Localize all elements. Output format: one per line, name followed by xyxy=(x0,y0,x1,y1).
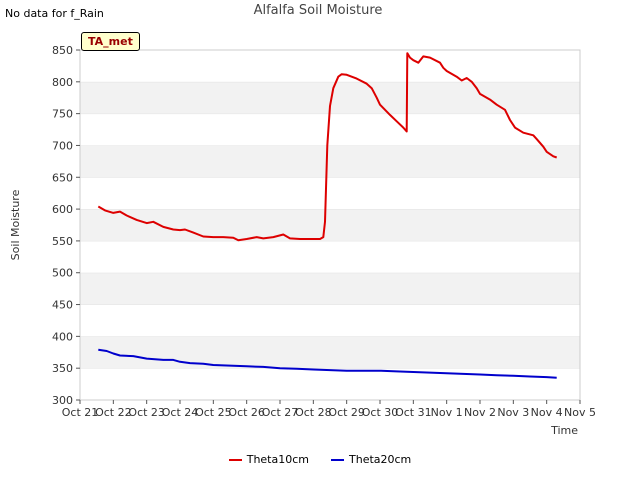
x-tick-label: Oct 30 xyxy=(362,406,399,419)
x-tick-label: Oct 31 xyxy=(395,406,432,419)
x-tick-label: Oct 26 xyxy=(228,406,265,419)
grid-band xyxy=(80,177,580,210)
y-axis-label: Soil Moisture xyxy=(9,189,22,260)
chart-title: Alfalfa Soil Moisture xyxy=(253,3,383,18)
y-tick-label: 450 xyxy=(52,299,73,312)
series-lines xyxy=(97,52,558,379)
y-tick-label: 850 xyxy=(52,44,73,57)
grid-band xyxy=(80,272,580,305)
y-tick-label: 650 xyxy=(52,171,73,184)
y-tick-label: 300 xyxy=(52,394,73,407)
x-axis-label: Time xyxy=(550,424,578,437)
legend-swatch-theta10cm xyxy=(228,458,242,461)
x-tick-label: Oct 25 xyxy=(195,406,232,419)
x-tick-label: Nov 2 xyxy=(464,406,496,419)
x-tick-label: Oct 22 xyxy=(95,406,132,419)
x-tick-label: Nov 1 xyxy=(431,406,463,419)
legend-swatch-theta20cm xyxy=(331,458,344,461)
series-line-theta20cm xyxy=(98,348,557,379)
grid-band xyxy=(80,336,580,369)
series-line-theta10cm xyxy=(97,52,558,242)
plot-area-frame xyxy=(79,49,581,401)
legend-label-theta20cm: Theta20cm xyxy=(349,453,412,466)
x-tick-label: Nov 4 xyxy=(531,406,563,419)
legend-item-theta20cm: Theta20cm xyxy=(331,453,411,466)
x-tick-label: Oct 21 xyxy=(62,406,99,419)
grid-band xyxy=(80,304,580,337)
y-tick-label: 550 xyxy=(52,235,73,248)
x-tick-label: Nov 5 xyxy=(564,406,596,419)
y-tick-label: 750 xyxy=(52,108,73,121)
x-tick-label: Oct 24 xyxy=(162,406,199,419)
no-data-notice: No data for f_Rain xyxy=(5,7,104,20)
y-tick-label: 350 xyxy=(52,362,73,375)
y-axis-ticks: 300 350 400 450 500 550 600 650 700 750 800 850 xyxy=(52,44,80,407)
x-tick-label: Oct 27 xyxy=(262,406,299,419)
legend-label-theta10cm: Theta10cm xyxy=(246,453,309,466)
grid-band xyxy=(80,240,580,273)
y-tick-label: 800 xyxy=(52,76,73,89)
grid-band xyxy=(80,209,580,241)
x-tick-label: Oct 29 xyxy=(328,406,365,419)
grid-band xyxy=(80,50,580,82)
ta-met-tag: TA_met xyxy=(81,32,140,51)
x-tick-label: Oct 23 xyxy=(128,406,165,419)
grid-band xyxy=(80,145,580,178)
grid-band xyxy=(80,368,580,400)
y-tick-label: 600 xyxy=(52,203,73,216)
y-tick-label: 700 xyxy=(52,139,73,152)
legend: Theta10cm Theta20cm xyxy=(0,453,640,466)
legend-item-theta10cm: Theta10cm xyxy=(228,453,309,466)
y-tick-label: 400 xyxy=(52,330,73,343)
x-tick-label: Nov 3 xyxy=(497,406,529,419)
x-tick-label: Oct 28 xyxy=(295,406,332,419)
y-tick-label: 500 xyxy=(52,267,73,280)
